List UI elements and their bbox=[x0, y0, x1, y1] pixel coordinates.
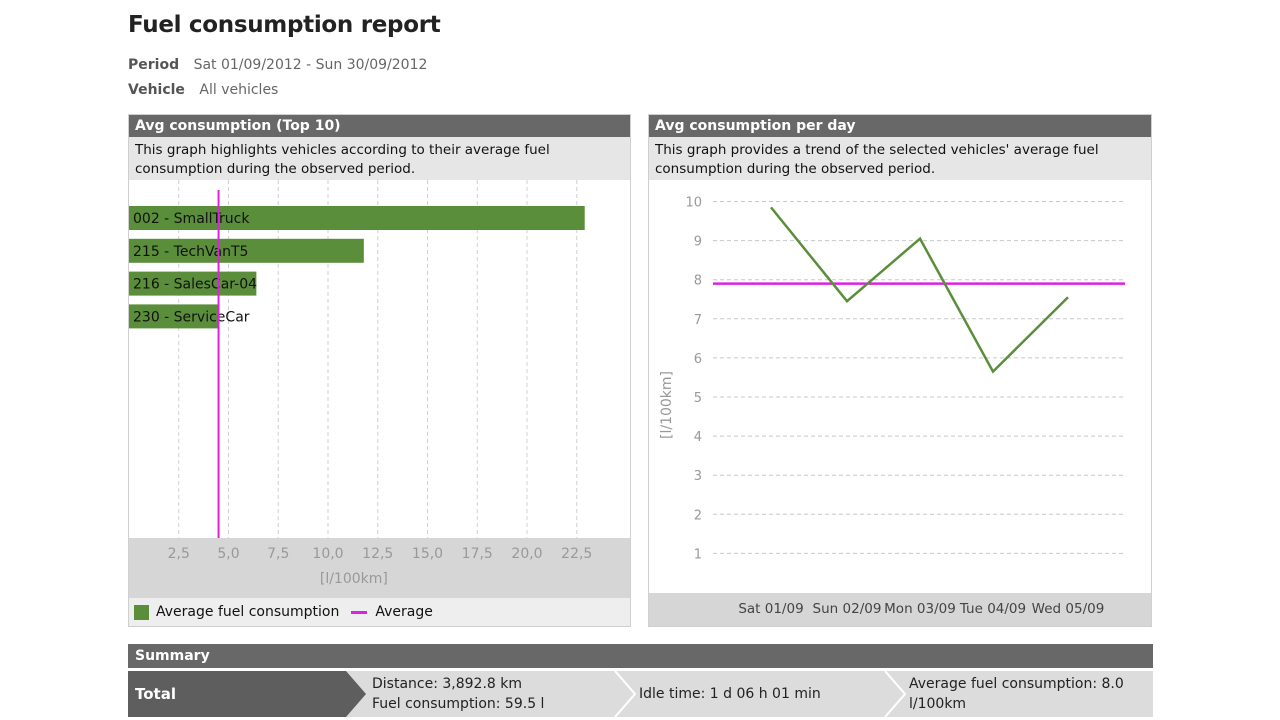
x-axis-band bbox=[129, 538, 630, 598]
y-tick-label: 9 bbox=[694, 235, 702, 250]
bar-label: 215 - TechVanT5 bbox=[133, 244, 248, 260]
total-segment bbox=[128, 671, 366, 717]
vehicle-value: All vehicles bbox=[199, 82, 279, 98]
summary-average-line2: l/100km bbox=[909, 696, 967, 712]
vehicle-label: Vehicle bbox=[128, 82, 185, 98]
period-value: Sat 01/09/2012 - Sun 30/09/2012 bbox=[193, 57, 428, 73]
bar-label: 216 - SalesCar-04 bbox=[133, 277, 257, 293]
x-tick-label: Mon 03/09 bbox=[884, 601, 956, 617]
x-tick-label: 15,0 bbox=[412, 546, 443, 562]
avg-consumption-per-day-panel: Avg consumption per day This graph provi… bbox=[648, 114, 1152, 627]
bar bbox=[129, 304, 219, 329]
y-tick-label: 4 bbox=[694, 430, 702, 445]
x-tick-label: Wed 05/09 bbox=[1032, 601, 1105, 617]
legend-swatch-series bbox=[134, 604, 149, 620]
panel-title: Avg consumption (Top 10) bbox=[129, 115, 630, 137]
summary-row: Total Distance: 3,892.8 km Fuel consumpt… bbox=[128, 671, 1153, 717]
line-chart: 1 2 3 4 5 6 7 8 9 10 [l/100km] Sat 01/09 Sun 02/09 Mo… bbox=[649, 196, 1151, 626]
x-tick-label: 12,5 bbox=[362, 546, 393, 562]
summary-idle-time: Idle time: 1 d 06 h 01 min bbox=[639, 686, 821, 702]
bar-label: 002 - SmallTruck bbox=[133, 211, 250, 227]
period-label: Period bbox=[128, 57, 180, 73]
x-axis-label: [l/100km] bbox=[320, 571, 388, 587]
chart-legend: Average fuel consumption Average bbox=[129, 598, 630, 626]
y-tick-label: 6 bbox=[694, 352, 702, 367]
y-tick-label: 5 bbox=[694, 391, 702, 406]
x-tick-label: 2,5 bbox=[168, 546, 190, 562]
x-tick-label: 20,0 bbox=[511, 546, 542, 562]
x-tick-label: 10,0 bbox=[312, 546, 343, 562]
x-tick-label: Sat 01/09 bbox=[738, 601, 803, 617]
panel-description: This graph highlights vehicles according… bbox=[129, 137, 630, 180]
vehicle-row: Vehicle All vehicles bbox=[128, 82, 278, 98]
bar-label: 230 - ServiceCar bbox=[133, 309, 250, 325]
y-axis-label: [l/100km] bbox=[659, 371, 675, 439]
panel-description: This graph provides a trend of the selec… bbox=[649, 137, 1151, 180]
avg-consumption-top10-panel: Avg consumption (Top 10) This graph high… bbox=[128, 114, 631, 627]
bar bbox=[129, 238, 364, 263]
summary-average-line1: Average fuel consumption: 8.0 bbox=[909, 676, 1124, 692]
y-tick-label: 3 bbox=[694, 469, 702, 484]
bar bbox=[129, 206, 585, 230]
legend-swatch-average bbox=[351, 610, 368, 614]
x-tick-label: Tue 04/09 bbox=[959, 601, 1026, 617]
x-tick-label: 7,5 bbox=[267, 546, 289, 562]
separator-chevron bbox=[614, 671, 637, 717]
y-tick-label: 1 bbox=[694, 547, 702, 562]
y-tick-label: 10 bbox=[685, 196, 702, 211]
x-tick-label: 5,0 bbox=[217, 546, 239, 562]
summary-distance-fuel: Distance: 3,892.8 km Fuel consumption: 5… bbox=[372, 671, 544, 717]
summary-distance: Distance: 3,892.8 km bbox=[372, 676, 523, 692]
x-axis-band bbox=[649, 593, 1151, 626]
x-tick-label: Sun 02/09 bbox=[813, 601, 882, 617]
x-tick-label: 22,5 bbox=[561, 546, 592, 562]
summary-section: Summary Total Distance: 3,892.8 km Fuel … bbox=[128, 644, 1153, 720]
period-row: Period Sat 01/09/2012 - Sun 30/09/2012 bbox=[128, 57, 427, 73]
summary-fuel: Fuel consumption: 59.5 l bbox=[372, 696, 545, 712]
report-title: Fuel consumption report bbox=[128, 12, 441, 38]
bar bbox=[129, 271, 257, 296]
summary-title: Summary bbox=[128, 644, 1153, 668]
separator-chevron bbox=[884, 671, 907, 717]
x-tick-label: 17,5 bbox=[462, 546, 493, 562]
panel-title: Avg consumption per day bbox=[649, 115, 1151, 137]
y-tick-label: 8 bbox=[694, 274, 702, 289]
bar-chart: 2,5 5,0 7,5 10,0 12,5 15,0 17,5 20,0 22,5 [l/100k… bbox=[129, 180, 630, 598]
legend-label-series: Average fuel consumption bbox=[156, 604, 340, 620]
legend-label-average: Average bbox=[375, 604, 433, 620]
y-tick-label: 2 bbox=[694, 508, 702, 523]
y-tick-label: 7 bbox=[694, 313, 702, 328]
series-line bbox=[770, 206, 1069, 374]
summary-arrows bbox=[128, 671, 907, 717]
summary-average: Average fuel consumption: 8.0 l/100km bbox=[909, 671, 1124, 717]
summary-total-label: Total bbox=[135, 685, 176, 703]
